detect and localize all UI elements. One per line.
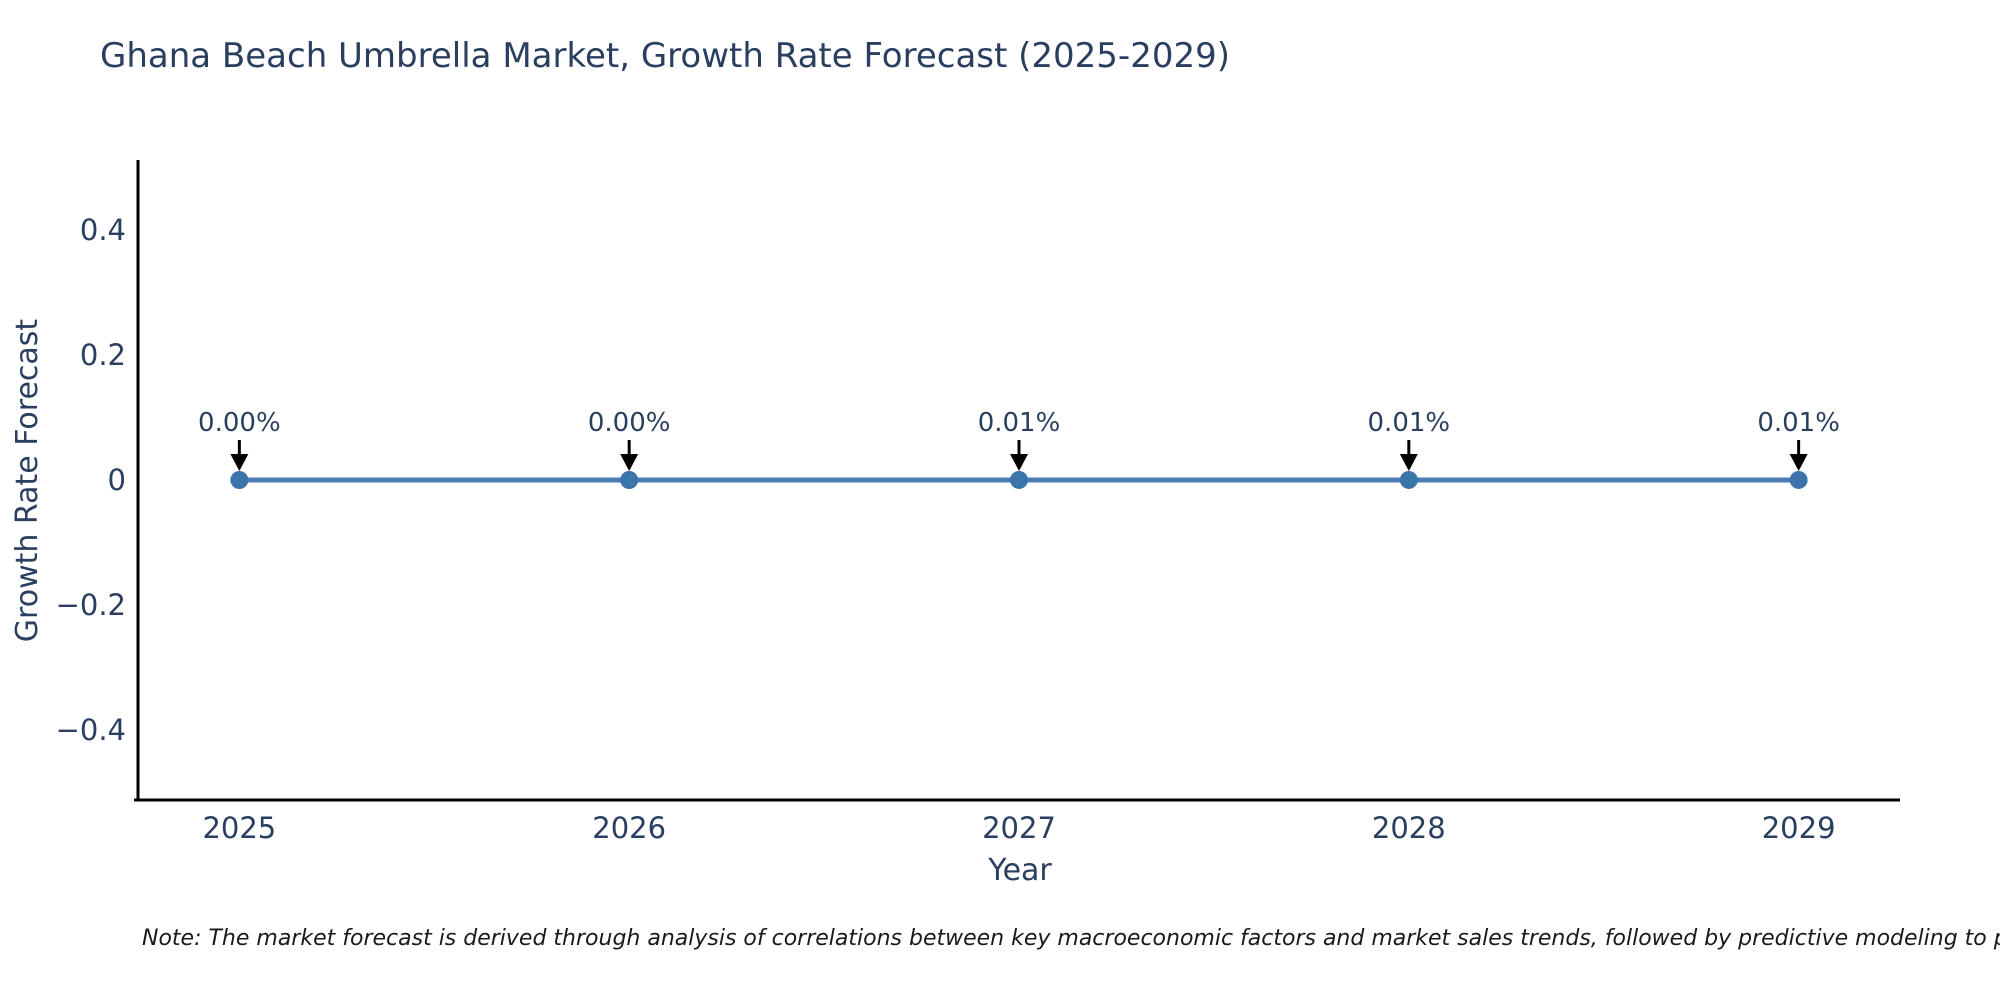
chart-title: Ghana Beach Umbrella Market, Growth Rate…: [100, 36, 1230, 76]
x-tick-label: 2029: [1762, 811, 1836, 845]
annotation-arrowhead-icon: [230, 454, 249, 471]
annotation-arrowhead-icon: [620, 454, 639, 471]
data-point-label: 0.01%: [1757, 408, 1840, 438]
x-tick-label: 2028: [1372, 811, 1446, 845]
data-point-label: 0.01%: [1368, 408, 1451, 438]
y-tick-label: 0.4: [80, 213, 126, 247]
data-point-label: 0.00%: [588, 408, 671, 438]
data-point-marker[interactable]: [620, 471, 639, 489]
x-tick-label: 2027: [982, 811, 1056, 845]
y-tick-label: −0.4: [56, 713, 126, 747]
data-point-marker[interactable]: [1399, 470, 1418, 489]
x-tick-label: 2026: [592, 811, 666, 845]
footnote: Note: The market forecast is derived thr…: [142, 926, 2000, 951]
data-point-marker[interactable]: [1010, 470, 1028, 489]
x-tick-label: 2025: [202, 811, 276, 845]
data-point-label: 0.01%: [978, 408, 1061, 438]
annotation-arrowhead-icon: [1010, 453, 1028, 471]
y-tick-label: −0.2: [56, 588, 126, 622]
data-point-label: 0.00%: [198, 408, 281, 438]
x-axis-title: Year: [988, 853, 1052, 888]
data-point-marker[interactable]: [230, 471, 249, 489]
y-tick-label: 0.2: [80, 338, 126, 372]
y-tick-label: 0: [108, 463, 126, 497]
data-point-marker[interactable]: [1789, 470, 1808, 489]
annotation-arrowhead-icon: [1399, 453, 1418, 471]
annotation-arrowhead-icon: [1789, 453, 1808, 471]
